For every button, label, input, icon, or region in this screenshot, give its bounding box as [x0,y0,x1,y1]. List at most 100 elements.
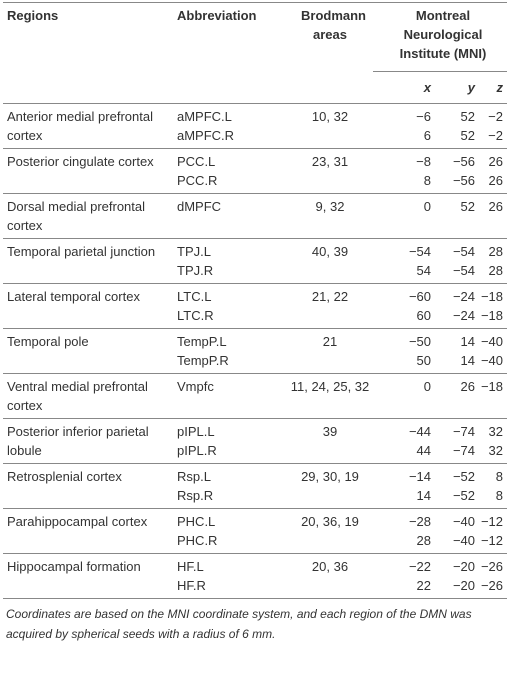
coord-x: −22 [408,559,431,574]
coord-x: 22 [416,578,431,593]
coord-y: −40 [452,514,475,529]
coord-y: −56 [452,173,475,188]
coord-x: 44 [416,443,431,458]
coord-x: −60 [408,289,431,304]
coord-z: 8 [495,469,503,484]
coord-z: 26 [488,173,503,188]
y-cell: 26 [435,374,479,419]
header-row: x y z [3,71,507,104]
coord-y: 52 [460,199,475,214]
x-cell: −28 28 [373,509,435,554]
group-row: Retrosplenial cortex Rsp.L Rsp.R 29, 30, 19… [3,464,507,509]
group-row: Ventral medial prefrontal cortex Vmpfc 11,… [3,374,507,419]
abbreviation: Rsp.R [177,488,214,503]
y-cell: −24 −24 [435,284,479,329]
region-cell: Dorsal medial prefrontal cortex [7,199,146,233]
brodmann-cell: 20, 36, 19 [301,514,359,529]
coord-x: −50 [408,334,431,349]
abbreviation: TempP.R [177,353,229,368]
coord-z: 32 [488,424,503,439]
coord-y: −20 [452,559,475,574]
table: Regions Abbreviation Brodmann areas Mont… [3,2,507,599]
coord-z: −18 [480,289,503,304]
coord-z: −26 [480,578,503,593]
region-cell: Posterior cingulate cortex [7,154,154,169]
coord-z: −12 [480,533,503,548]
coord-x: −54 [408,244,431,259]
abbreviation: aMPFC.R [177,128,235,143]
y-cell: −54 −54 [435,239,479,284]
x-cell: −54 54 [373,239,435,284]
y-cell: −52 −52 [435,464,479,509]
abbr-cell: TPJ.L TPJ.R [177,239,287,284]
x-cell: −6 6 [373,104,435,149]
table-body: Anterior medial prefrontal cortex aMPFC.L… [3,104,507,599]
x-cell: −8 8 [373,149,435,194]
header-cell: Montreal Neurological Institute (MNI) [373,2,507,72]
abbreviation: TPJ.L [177,244,211,259]
y-cell: 14 14 [435,329,479,374]
abbr-cell: pIPL.L pIPL.R [177,419,287,464]
y-cell: −20 −20 [435,554,479,599]
abbreviation: PHC.R [177,533,218,548]
region-cell: Hippocampal formation [7,559,141,574]
coord-y: 26 [460,379,475,394]
brodmann-cell: 40, 39 [311,244,349,259]
coord-z: −26 [480,559,503,574]
header-cell: Abbreviation [177,2,287,104]
coord-z: −2 [488,109,503,124]
brodmann-cell: 21 [322,334,338,349]
coord-z: 8 [495,488,503,503]
coord-y: −54 [452,263,475,278]
coord-y: −52 [452,488,475,503]
brodmann-cell: 29, 30, 19 [301,469,359,484]
header-cell: z [479,71,507,104]
brodmann-cell: 21, 22 [311,289,349,304]
coord-x: −28 [408,514,431,529]
abbreviation: Vmpfc [177,379,214,394]
coord-z: 26 [488,199,503,214]
coord-y: −74 [452,424,475,439]
coord-y: −54 [452,244,475,259]
coord-z: −18 [480,308,503,323]
abbr-cell: Vmpfc [177,374,287,419]
group-row: Parahippocampal cortex PHC.L PHC.R 20, 36, … [3,509,507,554]
coord-z: −12 [480,514,503,529]
coord-z: −40 [480,334,503,349]
coord-y: 52 [460,128,475,143]
x-cell: 0 [373,194,435,239]
y-cell: −40 −40 [435,509,479,554]
coord-x: 54 [416,263,431,278]
brodmann-cell: 10, 32 [311,109,349,124]
z-cell: 26 26 [479,149,507,194]
abbreviation: dMPFC [177,199,222,214]
brodmann-cell: 20, 36 [311,559,349,574]
coord-z: −40 [480,353,503,368]
x-cell: 0 [373,374,435,419]
coord-z: 32 [488,443,503,458]
group-row: Anterior medial prefrontal cortex aMPFC.L… [3,104,507,149]
x-cell: −50 50 [373,329,435,374]
abbr-cell: aMPFC.L aMPFC.R [177,104,287,149]
abbreviation: LTC.R [177,308,214,323]
abbreviation: PCC.R [177,173,218,188]
z-cell: −2 −2 [479,104,507,149]
group-row: Dorsal medial prefrontal cortex dMPFC 9, 3… [3,194,507,239]
abbreviation: pIPL.L [177,424,215,439]
abbr-cell: dMPFC [177,194,287,239]
brodmann-cell: 23, 31 [311,154,349,169]
x-cell: −44 44 [373,419,435,464]
coord-z: −18 [480,379,503,394]
coord-x: 60 [416,308,431,323]
x-cell: −60 60 [373,284,435,329]
coord-x: −44 [408,424,431,439]
abbreviation: TempP.L [177,334,227,349]
coord-x: 0 [423,199,431,214]
header-cell: y [435,71,479,104]
coord-y: −24 [452,308,475,323]
group-row: Temporal parietal junction TPJ.L TPJ.R 40, … [3,239,507,284]
coord-x: 0 [423,379,431,394]
z-cell: −18 −18 [479,284,507,329]
